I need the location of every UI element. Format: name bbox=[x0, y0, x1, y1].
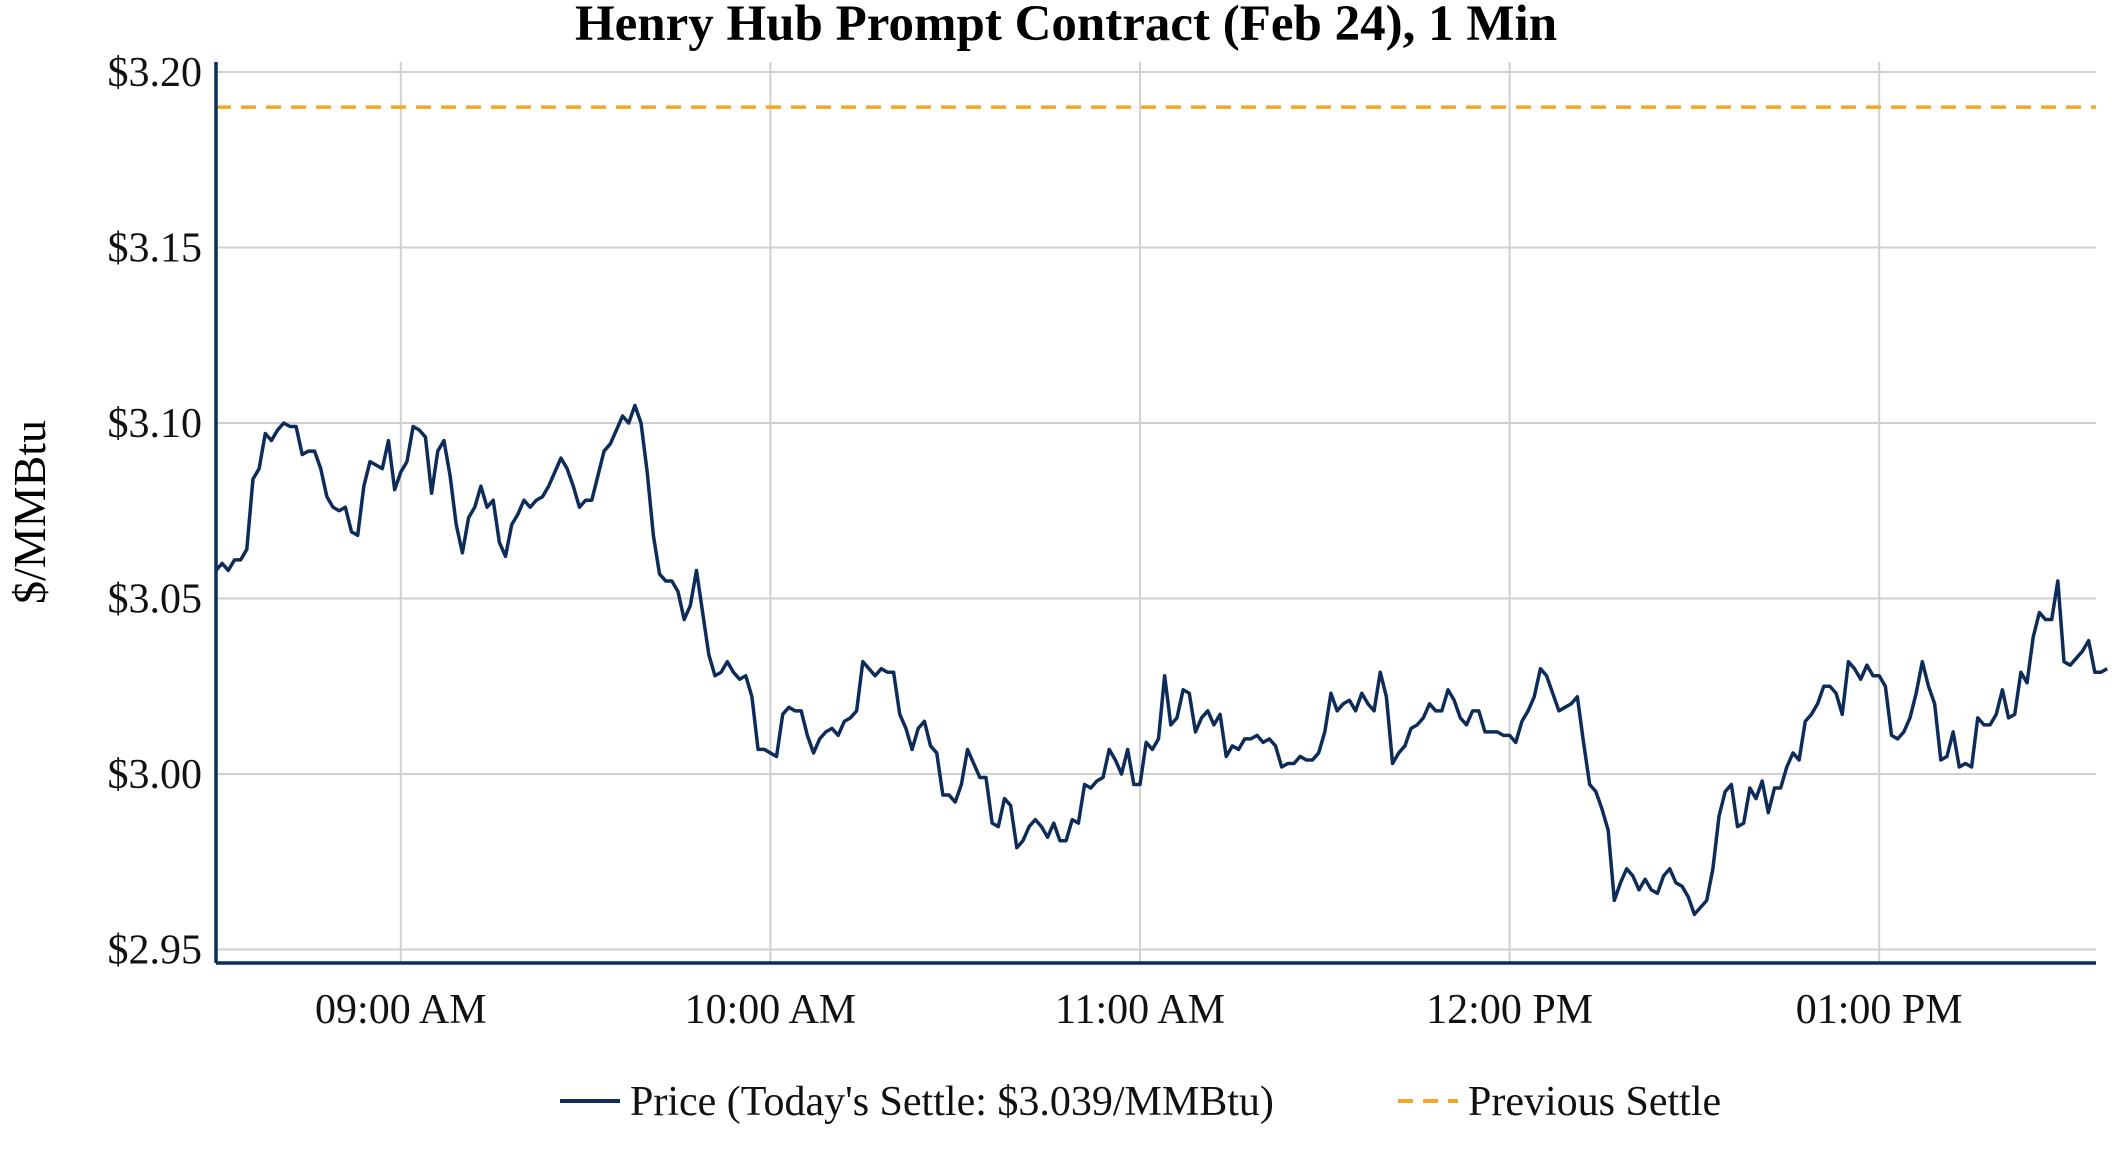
legend-previous-settle-label: Previous Settle bbox=[1468, 1079, 1721, 1125]
legend-price-label: Price (Today's Settle: $3.039/MMBtu) bbox=[630, 1079, 1274, 1125]
y-axis-ticks: $2.95 $3.00 $3.05 $3.10 $3.15 $3.20 bbox=[108, 50, 203, 974]
chart-title: Henry Hub Prompt Contract (Feb 24), 1 Mi… bbox=[575, 0, 1557, 52]
plot-series bbox=[214, 105, 2108, 917]
x-axis-ticks: 09:00 AM 10:00 AM 11:00 AM 12:00 PM 01:00 PM bbox=[315, 987, 1963, 1033]
y-tick-label: $3.00 bbox=[108, 752, 203, 798]
x-tick-label: 12:00 PM bbox=[1426, 987, 1593, 1033]
axes bbox=[214, 62, 2096, 965]
x-tick-label: 10:00 AM bbox=[685, 987, 857, 1033]
y-axis-label: $/MMBtu bbox=[4, 420, 55, 604]
x-tick-label: 11:00 AM bbox=[1055, 987, 1225, 1033]
y-tick-label: $3.15 bbox=[108, 226, 203, 272]
legend: Price (Today's Settle: $3.039/MMBtu) Prev… bbox=[560, 1079, 1721, 1125]
y-tick-label: $3.20 bbox=[108, 50, 203, 96]
x-tick-label: 01:00 PM bbox=[1796, 987, 1963, 1033]
y-tick-label: $3.05 bbox=[108, 577, 203, 623]
x-tick-label: 09:00 AM bbox=[315, 987, 487, 1033]
y-tick-label: $3.10 bbox=[108, 401, 203, 447]
grid bbox=[216, 62, 2096, 963]
price-line bbox=[214, 403, 2108, 917]
y-tick-label: $2.95 bbox=[108, 928, 203, 974]
